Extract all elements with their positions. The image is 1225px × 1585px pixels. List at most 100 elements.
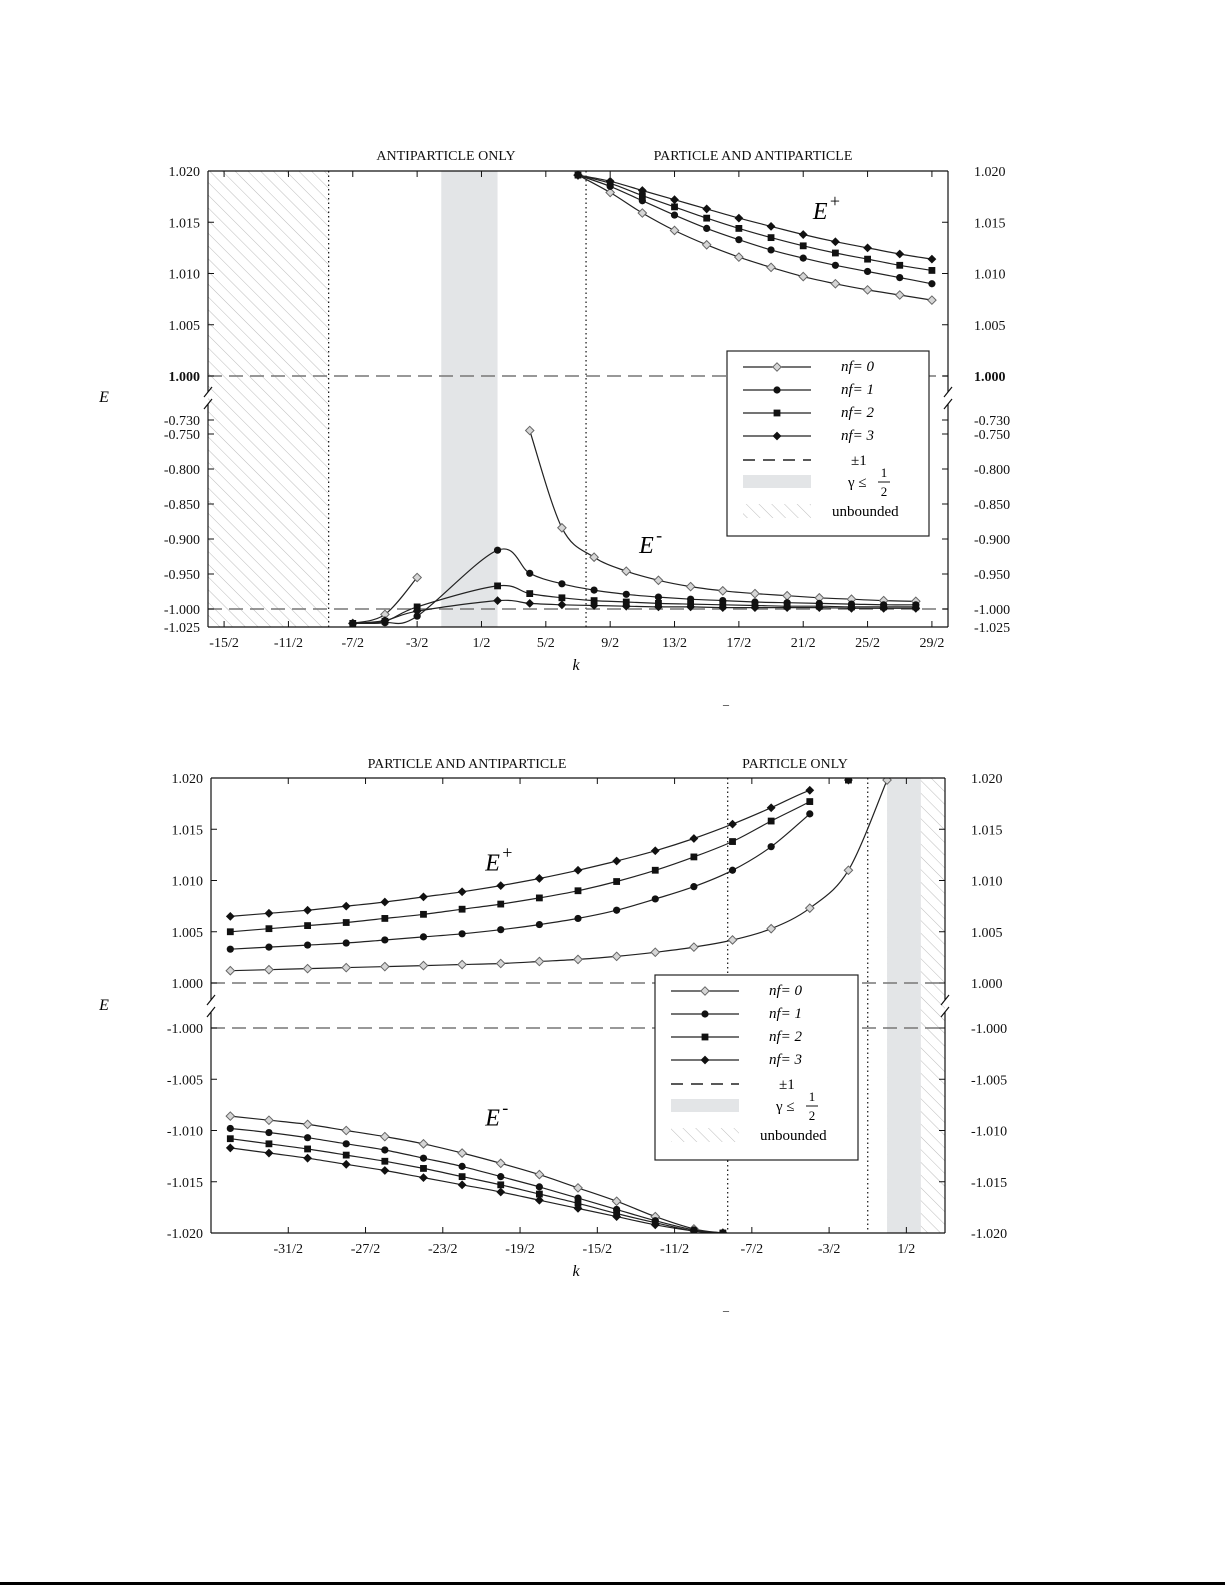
e-plus-point-nf3-7 — [798, 230, 808, 239]
e-minus-point-nf1-0 — [226, 1124, 234, 1133]
e-plus-point-nf1-5 — [419, 933, 428, 941]
e-plus-point-nf1-8 — [831, 261, 839, 269]
upper-ytick-label-left-0: 1.000 — [169, 370, 201, 385]
x-tick-label-2: -23/2 — [428, 1242, 458, 1257]
e-plus-curve-nf3-0 — [577, 174, 932, 260]
x-tick-label-8: 17/2 — [726, 636, 751, 651]
lower-ytick-label-right-3: -1.005 — [971, 1073, 1007, 1088]
lower-ytick-label-left-5: -0.800 — [164, 463, 200, 478]
e-plus-point-nf2-13 — [729, 838, 736, 845]
e-minus-point-nf0-9 — [573, 1182, 583, 1193]
curve-label-e-plus: E — [484, 850, 500, 876]
legend-gamma-numerator: 1 — [881, 465, 888, 480]
upper-ytick-label-left-1: 1.005 — [169, 319, 201, 334]
x-axis-label: k — [572, 1263, 580, 1280]
e-plus-point-nf3-1 — [605, 176, 615, 186]
e-minus-point-nf3-11 — [650, 1220, 660, 1230]
e-minus-point-nf0-4 — [557, 522, 567, 533]
e-plus-point-nf3-8 — [830, 237, 840, 247]
e-minus-point-nf3-6 — [589, 601, 599, 610]
e-plus-point-nf0-10 — [894, 290, 905, 300]
e-minus-curve-nf1-0 — [230, 1127, 723, 1233]
e-minus-point-nf3-10 — [612, 1212, 622, 1221]
region-label-particle-only: PARTICLE ONLY — [742, 757, 848, 772]
e-plus-point-nf3-2 — [303, 905, 312, 915]
e-minus-point-nf2-4 — [526, 590, 534, 597]
e-plus-point-nf0-4 — [701, 239, 712, 250]
gamma-band — [887, 778, 921, 1233]
legend-label-nf1: nf= 1 — [769, 1006, 802, 1022]
e-plus-point-nf3-16 — [844, 778, 853, 785]
upper-ytick-label-right-1: 1.005 — [974, 319, 1006, 334]
e-minus-point-nf3-2 — [412, 606, 422, 616]
upper-ytick-label-right-2: 1.010 — [974, 268, 1006, 283]
region-label-antiparticle-only: ANTIPARTICLE ONLY — [376, 149, 515, 164]
e-plus-point-nf1-3 — [342, 939, 350, 947]
e-plus-point-nf3-11 — [927, 254, 937, 264]
e-minus-point-nf3-3 — [341, 1159, 351, 1169]
e-plus-point-nf2-9 — [864, 255, 871, 263]
x-tick-label-4: -15/2 — [583, 1242, 613, 1257]
lower-ytick-label-right-7: -0.730 — [974, 414, 1010, 429]
e-plus-point-nf1-17 — [883, 0, 890, 4]
lower-ytick-label-right-4: -1.000 — [971, 1022, 1007, 1037]
e-minus-point-nf3-1 — [264, 1148, 274, 1158]
e-minus-point-nf0-8 — [685, 581, 696, 592]
upper-ytick-label-left-0: 1.000 — [172, 977, 204, 992]
lower-ytick-label-left-0: -1.025 — [164, 621, 200, 636]
lower-ytick-label-right-6: -0.750 — [974, 428, 1010, 443]
legend-label-nf0: nf= 0 — [769, 983, 803, 999]
e-plus-point-nf1-4 — [381, 936, 389, 944]
e-plus-point-nf3-3 — [341, 901, 351, 911]
e-plus-point-nf0-8 — [830, 278, 841, 289]
e-plus-point-nf0-3 — [341, 962, 352, 973]
e-minus-point-nf3-12 — [689, 1226, 699, 1233]
x-tick-label-6: 9/2 — [601, 636, 619, 651]
e-minus-point-nf3-16 — [911, 603, 921, 613]
legend-pm1-label: ±1 — [779, 1077, 795, 1093]
e-minus-point-nf2-1 — [265, 1140, 273, 1148]
e-plus-point-nf0-2 — [302, 963, 313, 974]
e-minus-point-nf1-5 — [558, 580, 566, 588]
e-plus-point-nf0-6 — [457, 959, 468, 970]
e-minus-point-nf0-8 — [534, 1169, 545, 1180]
e-plus-point-nf3-9 — [863, 243, 872, 253]
e-plus-point-nf0-14 — [766, 923, 777, 934]
legend-pm1-label: ±1 — [851, 453, 867, 469]
e-minus-point-nf1-7 — [497, 1173, 505, 1181]
e-plus-point-nf1-5 — [735, 236, 743, 244]
e-plus-point-nf1-13 — [728, 866, 737, 874]
upper-ytick-label-left-4: 1.020 — [169, 165, 201, 180]
e-plus-point-nf0-17 — [882, 778, 892, 785]
e-plus-point-nf0-12 — [688, 942, 699, 953]
x-tick-label-1: -11/2 — [274, 636, 303, 651]
x-tick-label-2: -7/2 — [342, 636, 365, 651]
e-plus-point-nf1-0 — [226, 945, 234, 953]
e-minus-point-nf0-9 — [717, 585, 728, 596]
e-plus-point-nf2-5 — [735, 225, 743, 232]
e-plus-curve-nf0-0 — [577, 174, 932, 301]
e-minus-point-nf1-3 — [342, 1140, 350, 1148]
e-plus-point-nf0-7 — [495, 958, 506, 969]
e-plus-point-nf2-1 — [265, 925, 273, 933]
e-minus-point-nf2-6 — [458, 1173, 466, 1181]
legend-unbounded-swatch — [671, 1128, 739, 1142]
e-minus-point-nf1-2 — [413, 612, 421, 620]
e-plus-point-nf3-7 — [496, 881, 506, 891]
e-minus-point-nf3-15 — [879, 603, 889, 613]
e-plus-curve-nf0-0 — [230, 779, 888, 972]
e-plus-point-nf2-3 — [671, 203, 678, 211]
e-plus-point-nf2-9 — [574, 887, 582, 895]
e-plus-point-nf3-11 — [650, 846, 660, 856]
e-plus-point-nf0-13 — [727, 935, 738, 945]
e-plus-point-nf1-1 — [265, 943, 273, 951]
e-plus-point-nf3-2 — [637, 186, 647, 195]
legend: nf= 0 nf= 1 nf= 2 nf= 3 ±1 γ ≤ 1 2 unbounded — [654, 974, 859, 1161]
e-plus-point-nf2-7 — [799, 242, 807, 250]
lower-ytick-label-left-1: -1.015 — [167, 1176, 203, 1191]
e-minus-point-nf0-7 — [495, 1158, 506, 1169]
gamma-band — [441, 171, 498, 627]
e-plus-point-nf0-6 — [766, 262, 776, 273]
upper-ytick-label-right-3: 1.015 — [971, 823, 1003, 838]
upper-ytick-label-left-2: 1.010 — [169, 268, 201, 283]
